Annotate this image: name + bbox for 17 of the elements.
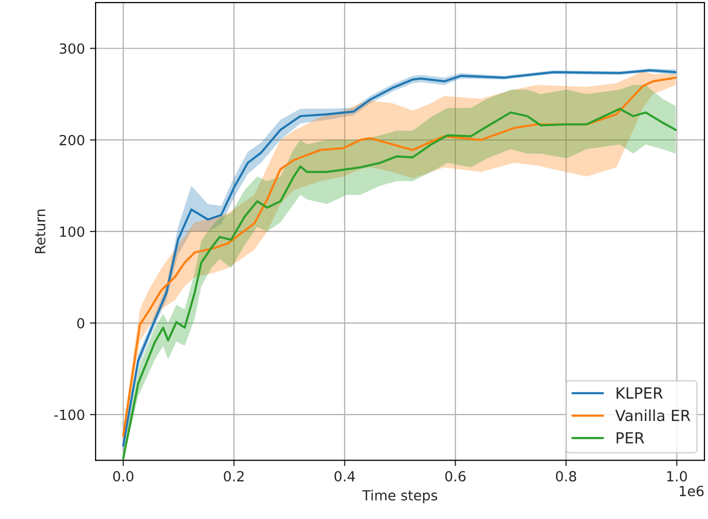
x-axis-title: Time steps: [362, 490, 438, 504]
y-tick-label: 300: [60, 43, 84, 54]
text: 1e6: [680, 486, 704, 496]
x-tick-label: 0.0: [113, 471, 134, 482]
x-tick-label: 0.8: [556, 471, 576, 482]
y-tick-label: -100: [54, 410, 84, 420]
legend-label: KLPER: [616, 387, 663, 399]
x-tick-label: 1.0: [667, 471, 687, 482]
x-tick-label: 0.6: [445, 471, 466, 482]
x-tick-label: 0.2: [224, 471, 244, 482]
y-tick-label: 0: [77, 318, 84, 328]
y-axis-title: Return: [35, 210, 46, 254]
legend-label: PER: [616, 432, 644, 444]
x-tick-label: 0.4: [334, 471, 355, 482]
y-tick-label: 100: [60, 226, 84, 237]
y-tick-label: 200: [60, 134, 84, 146]
legend-label: Vanilla ER: [615, 409, 690, 422]
